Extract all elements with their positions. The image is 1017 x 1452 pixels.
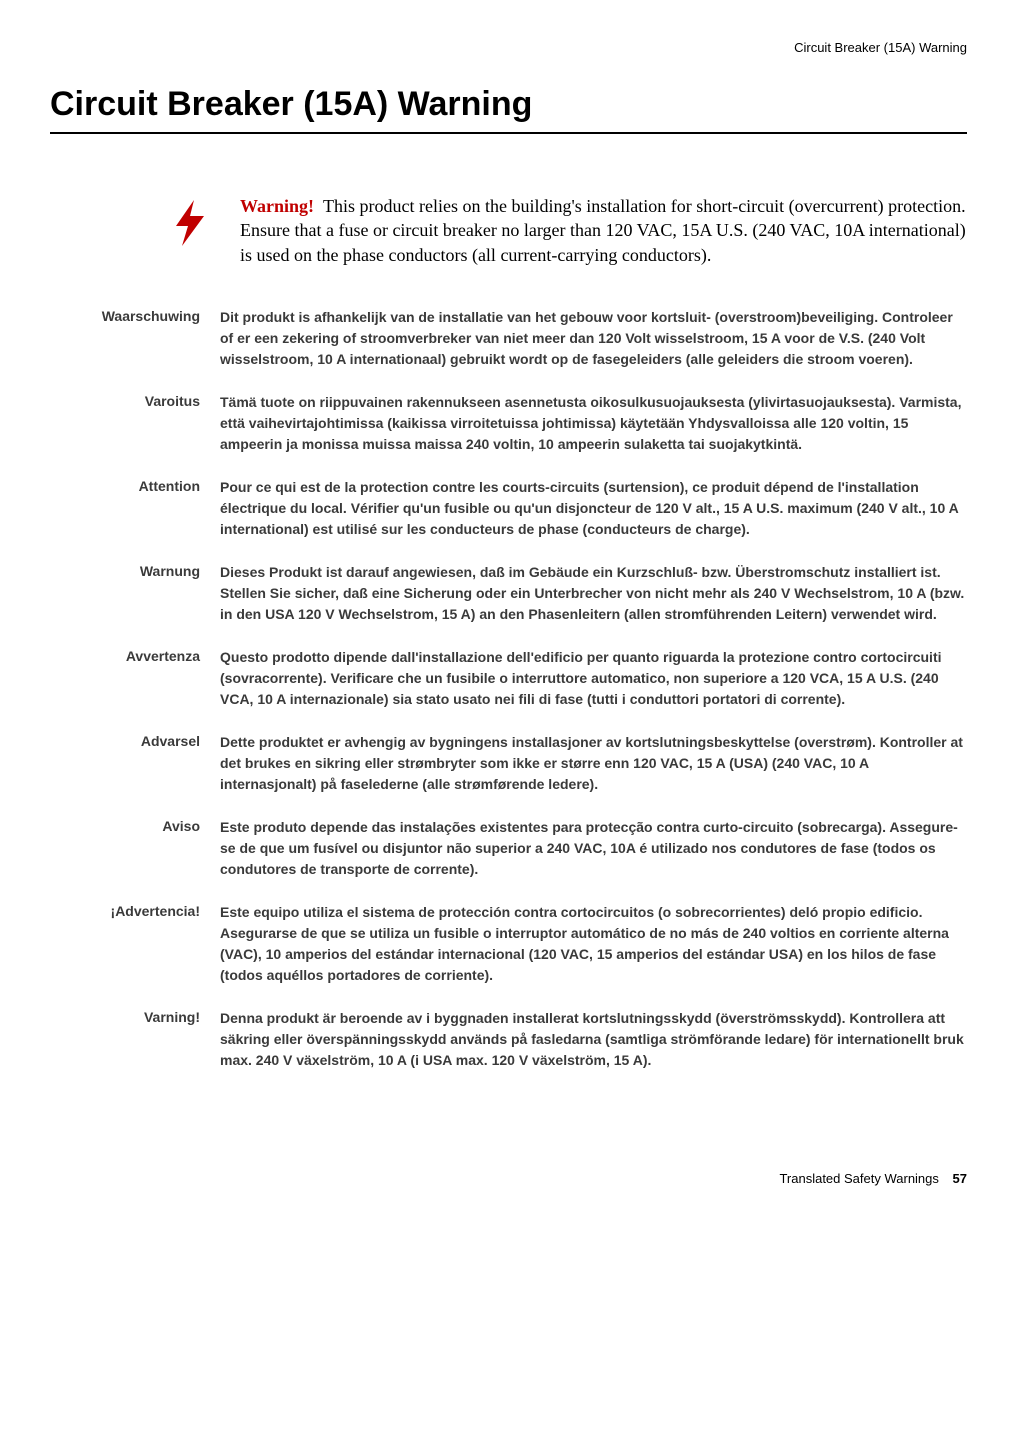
translation-body: Tämä tuote on riippuvainen rakennukseen … — [220, 392, 967, 455]
translation-body: Questo prodotto dipende dall'installazio… — [220, 647, 967, 710]
page-number: 57 — [953, 1171, 967, 1186]
translation-body: Dit produkt is afhankelijk van de instal… — [220, 307, 967, 370]
translation-row: VaroitusTämä tuote on riippuvainen raken… — [50, 392, 967, 455]
translation-label: Varning! — [50, 1008, 220, 1025]
translation-label: Attention — [50, 477, 220, 494]
translation-body: Denna produkt är beroende av i byggnaden… — [220, 1008, 967, 1071]
title-rule — [50, 132, 967, 134]
translation-row: AvvertenzaQuesto prodotto dipende dall'i… — [50, 647, 967, 710]
warning-text: Warning! This product relies on the buil… — [240, 194, 967, 267]
translation-label: Waarschuwing — [50, 307, 220, 324]
translation-row: Varning!Denna produkt är beroende av i b… — [50, 1008, 967, 1071]
translation-label: ¡Advertencia! — [50, 902, 220, 919]
translations-list: WaarschuwingDit produkt is afhankelijk v… — [50, 307, 967, 1071]
translation-row: AdvarselDette produktet er avhengig av b… — [50, 732, 967, 795]
translation-label: Avvertenza — [50, 647, 220, 664]
translation-row: AvisoEste produto depende das instalaçõe… — [50, 817, 967, 880]
translation-row: ¡Advertencia!Este equipo utiliza el sist… — [50, 902, 967, 986]
warning-body: This product relies on the building's in… — [240, 196, 966, 265]
translation-body: Dette produktet er avhengig av bygningen… — [220, 732, 967, 795]
translation-body: Pour ce qui est de la protection contre … — [220, 477, 967, 540]
translation-body: Este produto depende das instalações exi… — [220, 817, 967, 880]
warning-label: Warning! — [240, 196, 314, 216]
translation-body: Este equipo utiliza el sistema de protec… — [220, 902, 967, 986]
warning-block: Warning! This product relies on the buil… — [170, 194, 967, 267]
footer-text: Translated Safety Warnings — [779, 1171, 938, 1186]
translation-row: AttentionPour ce qui est de la protectio… — [50, 477, 967, 540]
translation-label: Advarsel — [50, 732, 220, 749]
translation-row: WarnungDieses Produkt ist darauf angewie… — [50, 562, 967, 625]
lightning-bolt-icon — [170, 198, 240, 253]
running-header: Circuit Breaker (15A) Warning — [50, 40, 967, 55]
translation-label: Warnung — [50, 562, 220, 579]
page-footer: Translated Safety Warnings 57 — [50, 1171, 967, 1186]
translation-label: Varoitus — [50, 392, 220, 409]
page-title: Circuit Breaker (15A) Warning — [50, 85, 967, 124]
translation-label: Aviso — [50, 817, 220, 834]
translation-row: WaarschuwingDit produkt is afhankelijk v… — [50, 307, 967, 370]
translation-body: Dieses Produkt ist darauf angewiesen, da… — [220, 562, 967, 625]
